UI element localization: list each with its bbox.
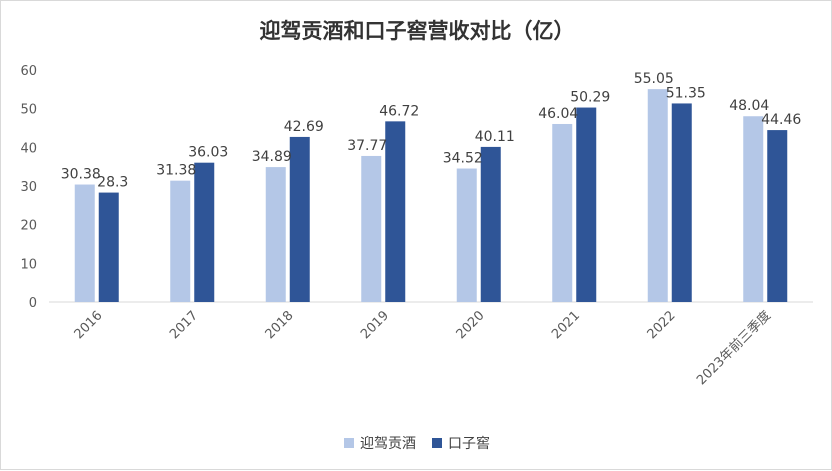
data-label: 46.04	[538, 106, 578, 122]
data-label: 46.72	[379, 103, 419, 119]
y-tick-label: 60	[20, 64, 37, 79]
data-label: 34.89	[252, 149, 292, 165]
bar-yingjia	[74, 184, 95, 302]
y-tick-label: 50	[20, 103, 37, 118]
bar-kouzijiao	[767, 130, 788, 302]
bar-yingjia	[170, 180, 191, 302]
bar-yingjia	[265, 167, 286, 302]
chart-title: 迎驾贡酒和口子窖营收对比（亿）	[259, 19, 575, 43]
bar-kouzijiao	[671, 103, 692, 303]
bar-kouzijiao	[480, 146, 501, 302]
bar-yingjia	[647, 89, 668, 302]
bar-yingjia	[361, 155, 382, 302]
bar-kouzijiao	[576, 107, 597, 302]
y-tick-label: 0	[29, 296, 37, 311]
data-label: 37.77	[347, 138, 387, 154]
legend-swatch-1	[432, 438, 442, 448]
x-tick-label: 2018	[263, 308, 297, 342]
data-label: 28.3	[97, 175, 128, 191]
x-tick-label: 2016	[72, 308, 106, 342]
x-tick-label: 2017	[167, 308, 201, 342]
bar-kouzijiao	[385, 121, 406, 302]
data-label: 34.52	[443, 151, 483, 167]
legend-label-1: 口子窖	[448, 436, 490, 452]
data-label: 31.38	[156, 163, 196, 179]
x-tick-label: 2023年前三季度	[693, 308, 774, 389]
legend-swatch-0	[344, 438, 354, 448]
x-tick-label: 2019	[358, 308, 392, 342]
y-axis: 0 10 20 30 40 50 60	[20, 64, 37, 311]
y-tick-label: 10	[20, 257, 37, 272]
y-tick-label: 40	[20, 141, 37, 156]
x-tick-label: 2020	[454, 308, 488, 342]
bar-kouzijiao	[194, 162, 215, 302]
data-label: 30.38	[61, 167, 101, 183]
bar-yingjia	[456, 168, 477, 302]
data-label: 44.46	[761, 112, 801, 128]
data-label: 36.03	[188, 145, 228, 161]
y-tick-label: 20	[20, 219, 37, 234]
data-label: 48.04	[729, 98, 769, 114]
bar-kouzijiao	[289, 136, 310, 302]
y-tick-label: 30	[20, 180, 37, 195]
legend-item-1: 口子窖	[432, 433, 490, 453]
bar-group	[74, 89, 788, 303]
x-tick-label: 2022	[645, 308, 679, 342]
bar-kouzijiao	[98, 192, 119, 302]
x-tick-label: 2021	[549, 308, 583, 342]
legend-label-0: 迎驾贡酒	[360, 436, 416, 452]
data-label: 50.29	[570, 90, 610, 106]
data-label: 55.05	[634, 71, 674, 87]
legend-item-0: 迎驾贡酒	[344, 433, 416, 453]
data-label: 51.35	[666, 85, 706, 101]
x-axis: 2016 2017 2018 2019 2020 2021 2022 2023年前三季度	[72, 308, 775, 389]
data-label: 40.11	[475, 129, 515, 145]
data-label: 42.69	[284, 119, 324, 135]
legend: 迎驾贡酒 口子窖	[1, 433, 832, 453]
bar-yingjia	[552, 123, 573, 302]
bar-yingjia	[743, 116, 764, 302]
